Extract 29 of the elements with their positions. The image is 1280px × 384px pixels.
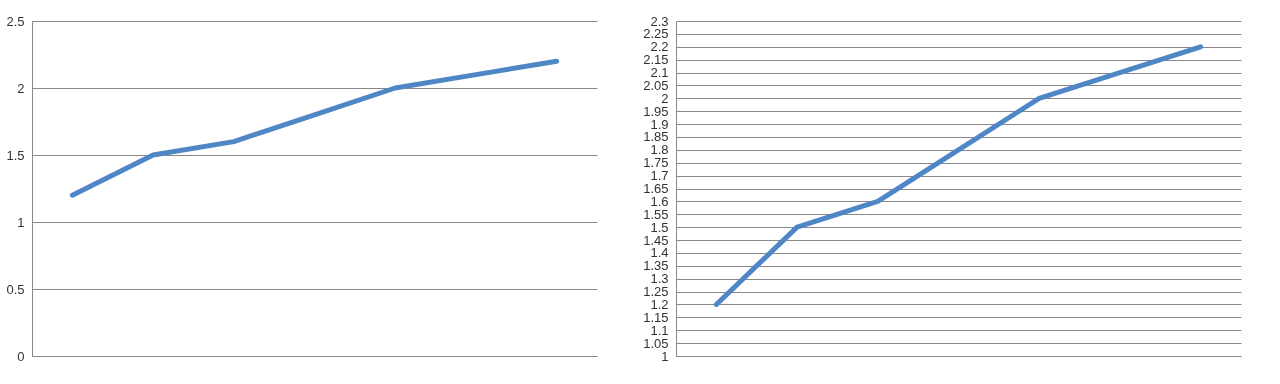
y-tick-label: 1.8 [650, 142, 669, 158]
y-tick-label: 2.15 [643, 52, 669, 68]
y-tick-label: 1.05 [643, 335, 669, 351]
y-tick-label: 1.7 [650, 168, 669, 184]
y-tick-label: 1 [17, 214, 25, 230]
y-tick-label: 1.35 [643, 258, 669, 274]
y-tick-label: 2 [661, 90, 669, 106]
y-tick-label: 1.1 [650, 322, 669, 338]
y-tick-label: 2.2 [650, 39, 669, 55]
y-tick-label: 1.4 [650, 245, 669, 261]
y-tick-label: 2.5 [6, 13, 25, 29]
y-tick-label: 1.9 [650, 116, 669, 132]
y-tick-label: 0 [17, 348, 25, 364]
y-tick-label: 2.3 [650, 13, 669, 29]
y-tick-label: 1.95 [643, 103, 669, 119]
y-tick-label: 2.25 [643, 26, 669, 42]
y-tick-label: 1.55 [643, 206, 669, 222]
y-tick-label: 1.15 [643, 309, 669, 325]
y-tick-label: 1 [661, 348, 669, 364]
y-tick-label: 1.5 [650, 219, 669, 235]
y-tick-label: 1.6 [650, 193, 669, 209]
y-tick-label: 0.5 [6, 281, 25, 297]
y-tick-label: 1.65 [643, 181, 669, 196]
y-tick-label: 1.75 [643, 155, 669, 171]
y-tick-label: 2 [17, 80, 25, 96]
y-tick-label: 1.45 [643, 232, 669, 248]
y-tick-label: 1.5 [6, 147, 25, 163]
y-tick-label: 1.85 [643, 129, 669, 145]
y-tick-label: 1.3 [650, 271, 669, 287]
